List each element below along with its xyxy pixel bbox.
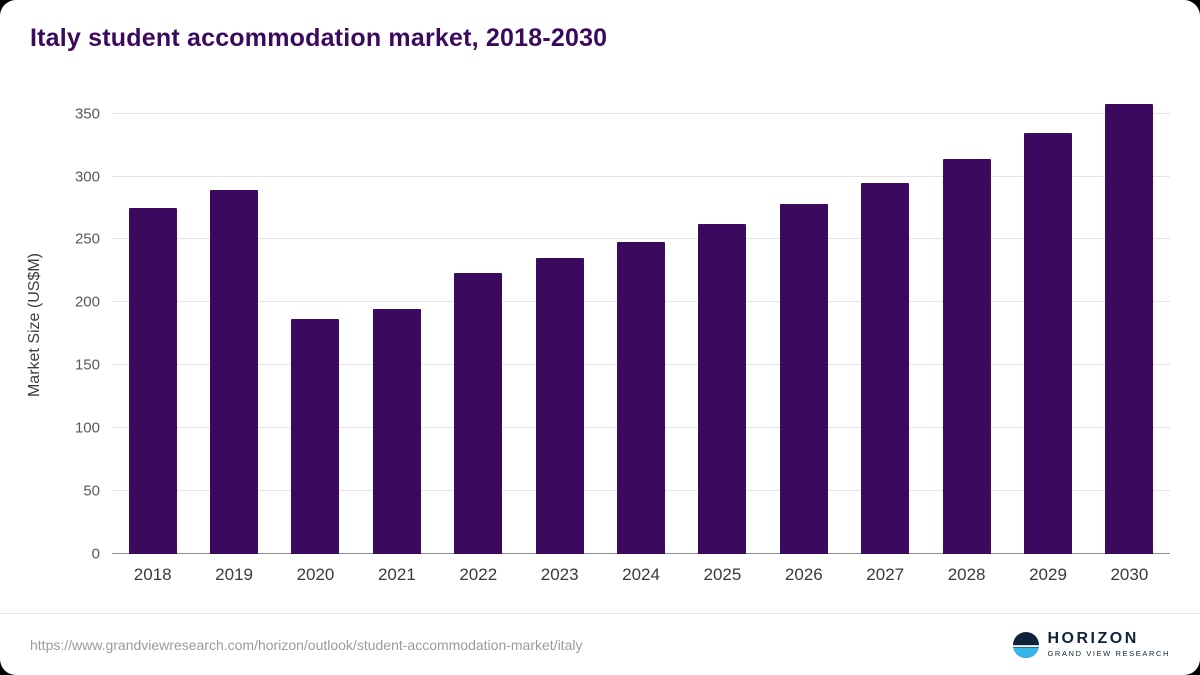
source-url: https://www.grandviewresearch.com/horizo… (30, 636, 583, 653)
horizon-logo-icon (1012, 631, 1039, 658)
x-tick-2019: 2019 (215, 565, 253, 584)
logo-subtext: GRAND VIEW RESEARCH (1047, 649, 1170, 659)
bar-column-2029 (1007, 96, 1088, 554)
x-tick-2027: 2027 (866, 565, 905, 584)
plot-area (112, 96, 1170, 554)
bar-2023 (535, 258, 584, 554)
bar-2021 (372, 308, 421, 554)
bar-column-2025 (682, 96, 763, 554)
x-axis-labels: 2018 2019 2020 2021 2022 2023 2024 2025 2026 2027… (112, 554, 1170, 594)
bar-2026 (779, 204, 828, 554)
bar-column-2021 (356, 96, 437, 554)
bars-container (112, 96, 1170, 554)
x-tick-2022: 2022 (459, 565, 498, 584)
x-tick-2021: 2021 (377, 565, 416, 584)
bar-2028 (942, 158, 991, 554)
y-tick-50: 50 (83, 482, 100, 500)
bar-column-2030 (1089, 96, 1170, 554)
bar-2018 (128, 207, 177, 554)
x-tick-2018: 2018 (133, 565, 172, 584)
bar-column-2019 (193, 96, 274, 554)
gridline-350 (112, 112, 1170, 114)
bar-chart: Market Size (US$M) 0 50 100 150 200 250 300 350… (18, 96, 1170, 594)
y-tick-300: 300 (74, 168, 100, 186)
page-title: Italy student accommodation market, 2018… (30, 24, 608, 52)
x-tick-2029: 2029 (1029, 565, 1067, 584)
footer: https://www.grandviewresearch.com/horizo… (0, 613, 1200, 675)
bar-column-2018 (112, 96, 193, 554)
y-tick-0: 0 (91, 545, 100, 563)
y-axis-ticks: 0 50 100 150 200 250 300 350 (52, 96, 112, 562)
x-tick-2028: 2028 (947, 565, 986, 584)
x-tick-2026: 2026 (784, 565, 823, 584)
y-axis-label: Market Size (US$M) (26, 252, 43, 398)
x-tick-2023: 2023 (540, 565, 579, 584)
y-axis-label-wrap: Market Size (US$M) (18, 96, 52, 554)
bar-column-2024 (600, 96, 681, 554)
bar-column-2027 (845, 96, 926, 554)
x-tick-2025: 2025 (703, 565, 742, 584)
x-tick-2030: 2030 (1110, 565, 1149, 584)
gridline-300 (112, 175, 1170, 177)
y-tick-200: 200 (74, 293, 100, 311)
y-tick-350: 350 (74, 105, 100, 123)
bar-2022 (454, 273, 503, 554)
bar-2019 (210, 190, 259, 554)
bar-2029 (1023, 132, 1072, 554)
bar-2020 (291, 318, 340, 554)
bar-column-2022 (438, 96, 519, 554)
bar-column-2028 (926, 96, 1007, 554)
x-tick-2024: 2024 (622, 565, 660, 584)
logo-text: HORIZON GRAND VIEW RESEARCH (1048, 631, 1171, 658)
bar-2027 (861, 182, 910, 554)
bar-2024 (617, 241, 666, 554)
bar-2025 (698, 224, 747, 554)
logo-name: HORIZON (1047, 630, 1139, 648)
y-tick-100: 100 (74, 419, 100, 437)
horizon-logo: HORIZON GRAND VIEW RESEARCH (1012, 631, 1171, 659)
gridline-250 (112, 238, 1170, 240)
bar-2030 (1105, 103, 1154, 554)
bar-column-2023 (519, 96, 600, 554)
x-tick-2020: 2020 (296, 565, 335, 584)
bar-column-2026 (763, 96, 844, 554)
bar-column-2020 (275, 96, 356, 554)
y-tick-150: 150 (74, 356, 100, 374)
y-tick-250: 250 (74, 230, 100, 248)
